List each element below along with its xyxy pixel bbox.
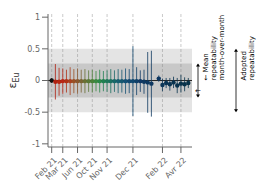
- svg-text:Adopted: Adopted: [240, 51, 248, 80]
- svg-text:repeatability: repeatability: [248, 36, 256, 80]
- svg-text:Avr 22: Avr 22: [163, 156, 188, 181]
- svg-text:Nov 21: Nov 21: [88, 156, 114, 181]
- svg-text:0.5: 0.5: [27, 45, 40, 54]
- svg-text:Jun 21: Jun 21: [60, 155, 85, 180]
- svg-text:Dec 21: Dec 21: [114, 156, 140, 181]
- svg-text:month-over-month: month-over-month: [218, 15, 226, 81]
- svg-text:1: 1: [35, 13, 40, 22]
- svg-text:-1: -1: [32, 140, 40, 149]
- svg-text:εEu: εEu: [8, 72, 21, 88]
- svg-text:repeatability: repeatability: [210, 36, 218, 80]
- svg-text:0: 0: [35, 76, 40, 85]
- svg-text:Oct 21: Oct 21: [74, 155, 100, 181]
- svg-text:← Mean: ← Mean: [202, 53, 210, 80]
- svg-text:←: ←: [195, 87, 201, 95]
- svg-text:-0.5: -0.5: [24, 108, 40, 117]
